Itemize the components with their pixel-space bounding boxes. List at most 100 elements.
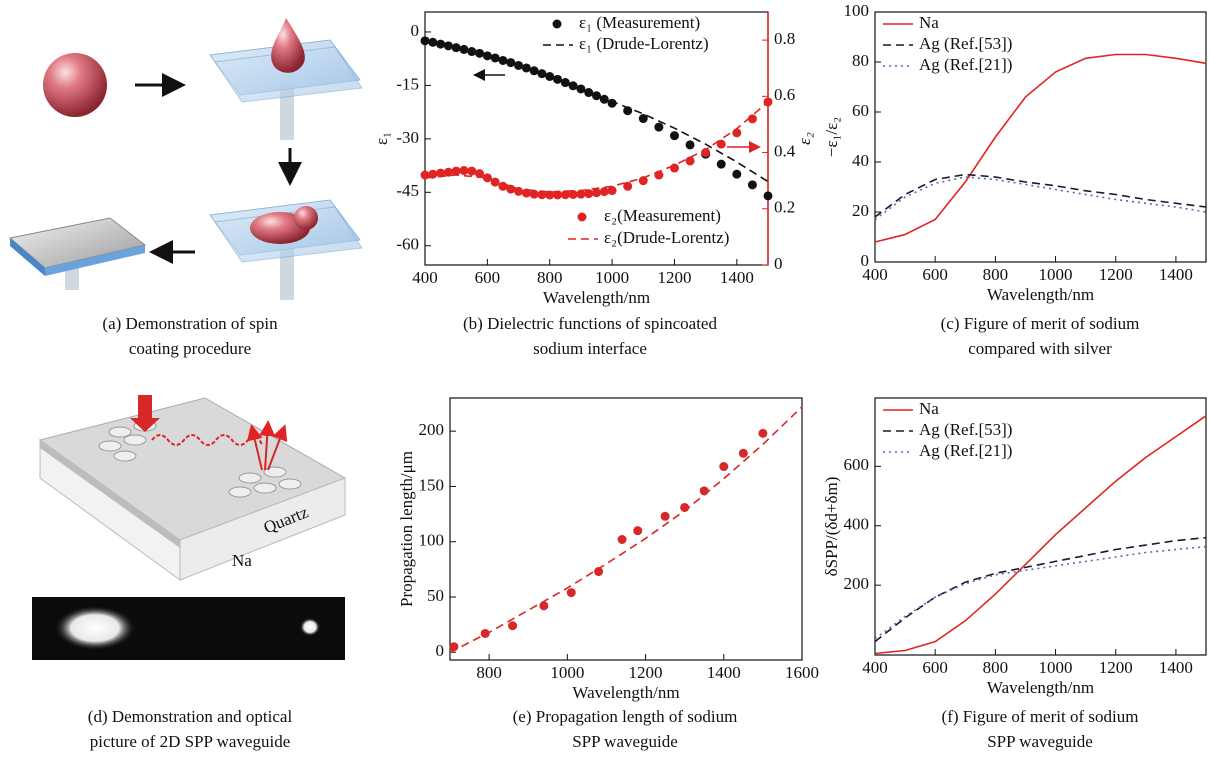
data-point [428, 169, 438, 179]
waveguide-illustration: Quartz Na [32, 395, 347, 660]
plot-frame [449, 397, 803, 661]
data-point [716, 139, 726, 149]
x-axis-label: Wavelength/nm [987, 678, 1094, 697]
data-point [592, 188, 601, 198]
y-axis-label: δSPP/(δd+δm) [822, 477, 841, 577]
x-tick-label: 600 [922, 265, 948, 284]
caption: SPP waveguide [987, 732, 1093, 751]
data-point [482, 51, 492, 61]
y2-tick-label: 0 [774, 254, 783, 273]
legend-label: Ag (Ref.[53]) [919, 34, 1012, 53]
data-point [719, 462, 729, 472]
data-point [660, 511, 670, 521]
data-point [436, 168, 446, 178]
data-point [633, 526, 643, 536]
y2-tick-label: 0.8 [774, 29, 795, 48]
y-tick-label: 0 [411, 21, 420, 40]
legend-label: Ag (Ref.[21]) [919, 441, 1012, 460]
y-tick-label: 40 [852, 151, 869, 170]
data-point [553, 190, 563, 200]
data-point [763, 191, 773, 201]
data-line [874, 173, 1207, 218]
data-point [669, 131, 679, 141]
y2-axis-label: ε₂ [795, 132, 814, 145]
legend-label: Ag (Ref.[53]) [919, 420, 1012, 439]
caption: (d) Demonstration and optical [88, 707, 293, 726]
data-point [545, 71, 555, 81]
data-point [506, 58, 516, 68]
data-point [566, 588, 576, 598]
data-point [685, 140, 695, 150]
x-tick-label: 400 [862, 265, 888, 284]
x-tick-label: 800 [983, 658, 1009, 677]
data-point [747, 180, 757, 190]
x-tick-label: 1000 [1039, 265, 1073, 284]
data-point [747, 114, 757, 124]
data-point [685, 156, 695, 166]
data-point [599, 94, 609, 104]
legend-marker [577, 212, 587, 222]
data-point [638, 114, 648, 124]
caption: sodium interface [533, 339, 647, 358]
x-tick-label: 400 [412, 268, 438, 287]
data-line [874, 176, 1207, 221]
y2-tick-label: 0.6 [774, 85, 795, 104]
data-point [443, 167, 453, 177]
data-point [506, 184, 516, 194]
y-tick-label: 60 [852, 101, 869, 120]
y-tick-label: -15 [396, 74, 419, 93]
data-line [424, 101, 769, 193]
data-line [874, 415, 1207, 655]
data-point [576, 189, 586, 199]
data-point [475, 169, 485, 179]
legend-label: Ag (Ref.[21]) [919, 55, 1012, 74]
legend-label: ε₁ (Measurement) [579, 13, 700, 32]
x-axis-label: Wavelength/nm [572, 683, 679, 702]
y-tick-label: 50 [427, 586, 444, 605]
caption: SPP waveguide [572, 732, 678, 751]
caption: (a) Demonstration of spin [102, 314, 278, 333]
y2-tick-label: 0.2 [774, 198, 795, 217]
x-tick-label: 1000 [595, 268, 629, 287]
x-tick-label: 800 [537, 268, 563, 287]
data-point [537, 190, 547, 200]
data-point [758, 428, 768, 438]
data-point [607, 98, 617, 108]
data-line [874, 536, 1207, 643]
caption: coating procedure [129, 339, 251, 358]
data-point [669, 163, 679, 173]
y-tick-label: 100 [844, 1, 870, 20]
caption: picture of 2D SPP waveguide [90, 732, 291, 751]
data-point [623, 106, 633, 116]
data-point [638, 176, 648, 186]
x-tick-label: 1400 [1159, 265, 1193, 284]
data-point [623, 181, 633, 191]
x-tick-label: 1600 [785, 663, 819, 682]
data-point [459, 166, 469, 176]
caption: (c) Figure of merit of sodium [941, 314, 1140, 333]
data-point [529, 66, 539, 76]
plot-frame [874, 11, 1207, 263]
x-tick-label: 1200 [657, 268, 691, 287]
y-tick-label: 0 [861, 251, 870, 270]
x-tick-label: 600 [922, 658, 948, 677]
data-point [738, 448, 748, 458]
x-tick-label: 1200 [629, 663, 663, 682]
data-point [732, 169, 742, 179]
y-tick-label: 200 [844, 574, 870, 593]
y-axis-label: Propagation length/μm [397, 451, 416, 607]
data-point [716, 159, 726, 169]
data-point [568, 189, 578, 199]
x-tick-label: 1000 [1039, 658, 1073, 677]
caption: (e) Propagation length of sodium [513, 707, 738, 726]
data-line [424, 40, 769, 183]
y-tick-label: -60 [396, 235, 419, 254]
legend-label: ε₁ (Drude-Lorentz) [579, 34, 709, 53]
data-line [874, 53, 1207, 243]
data-point [482, 173, 492, 183]
y-tick-label: 600 [844, 455, 870, 474]
legend-label: Na [919, 399, 939, 418]
x-axis-label: Wavelength/nm [543, 288, 650, 307]
data-point [654, 122, 664, 132]
